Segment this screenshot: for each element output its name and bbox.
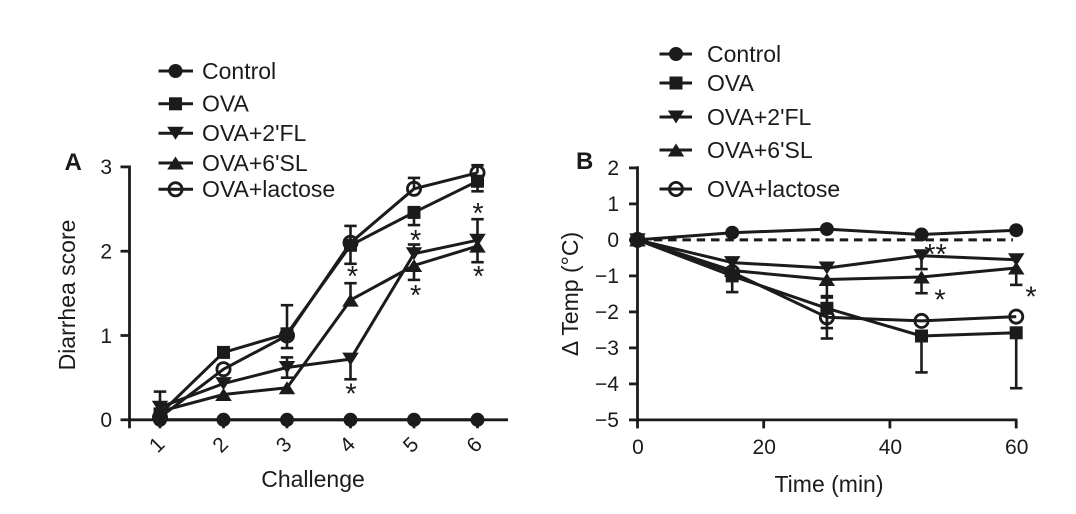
svg-text:*: * [345,378,356,410]
svg-text:−3: −3 [595,337,619,360]
svg-text:OVA+2'FL: OVA+2'FL [202,120,307,146]
svg-text:Control: Control [202,58,276,84]
svg-text:20: 20 [753,436,776,459]
svg-text:*: * [410,280,421,312]
svg-text:A: A [65,149,82,176]
svg-text:*: * [934,285,945,317]
svg-text:Δ Temp (°C): Δ Temp (°C) [557,232,583,356]
svg-text:Control: Control [707,41,781,67]
svg-text:*: * [410,225,421,257]
svg-text:60: 60 [1005,436,1028,459]
svg-text:*: * [347,261,358,293]
svg-text:OVA+6'SL: OVA+6'SL [202,150,308,176]
svg-text:B: B [576,148,593,175]
svg-text:*: * [472,198,483,230]
svg-text:−5: −5 [595,409,619,432]
svg-text:0: 0 [100,409,112,432]
svg-text:Diarrhea score: Diarrhea score [54,220,80,371]
svg-text:**: ** [924,239,947,271]
svg-text:OVA+6'SL: OVA+6'SL [707,137,813,163]
svg-text:OVA: OVA [202,91,250,117]
svg-text:2: 2 [607,157,619,180]
svg-text:−1: −1 [595,265,619,288]
svg-text:0: 0 [607,229,619,252]
svg-text:OVA+lactose: OVA+lactose [202,176,335,202]
svg-text:0: 0 [632,436,644,459]
svg-text:Challenge: Challenge [261,466,365,492]
svg-text:OVA+2'FL: OVA+2'FL [707,104,812,130]
svg-text:Time (min): Time (min) [774,471,883,497]
svg-text:*: * [473,261,484,293]
svg-text:3: 3 [100,156,112,179]
svg-text:1: 1 [607,193,619,216]
svg-text:*: * [1025,281,1036,313]
svg-text:2: 2 [100,241,112,264]
svg-text:−2: −2 [595,301,619,324]
svg-text:40: 40 [879,436,902,459]
svg-text:1: 1 [100,325,112,348]
svg-text:−4: −4 [595,373,619,396]
svg-text:OVA+lactose: OVA+lactose [707,176,840,202]
svg-text:OVA: OVA [707,70,755,96]
